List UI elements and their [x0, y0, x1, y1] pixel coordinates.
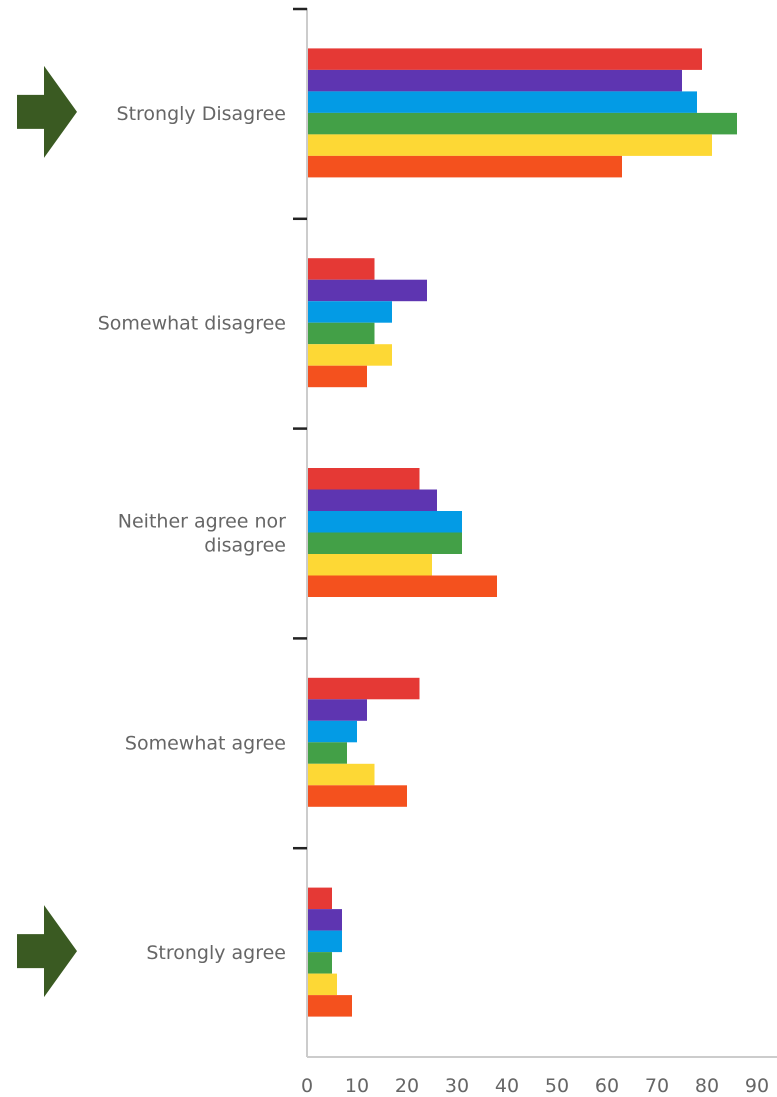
annotation-arrows: [17, 65, 77, 998]
x-tick-label-30: 30: [445, 1075, 469, 1097]
bar-somewhat-disagree-series-1: [308, 258, 375, 280]
bar-somewhat-agree-series-4: [308, 742, 347, 764]
x-tick-label-60: 60: [595, 1075, 619, 1097]
bar-neither-agree-nor-disagree-series-2: [308, 489, 437, 511]
x-tick-label-20: 20: [395, 1075, 419, 1097]
bar-strongly-agree-series-1: [308, 887, 332, 910]
bar-neither-agree-nor-disagree-series-1: [308, 468, 420, 490]
bar-somewhat-agree-series-5: [308, 763, 375, 786]
bar-strongly-agree-series-3: [308, 930, 342, 953]
bar-somewhat-agree-series-3: [308, 720, 357, 743]
bar-strongly-agree-series-2: [308, 909, 342, 931]
category-label-somewhat-agree: Somewhat agree: [125, 732, 286, 754]
bar-strongly-disagree-series-4: [308, 112, 737, 135]
bar-neither-agree-nor-disagree-series-5: [308, 554, 432, 576]
bar-somewhat-disagree-series-2: [308, 279, 427, 302]
axes-group: [293, 7, 777, 1058]
bar-neither-agree-nor-disagree-series-6: [308, 575, 497, 597]
x-tick-labels: 0 10 20 30 40 50 60 70 80 90: [301, 1075, 769, 1097]
bar-strongly-disagree-series-3: [308, 91, 697, 113]
bar-strongly-disagree-series-1: [308, 48, 702, 70]
bar-somewhat-agree-series-6: [308, 785, 407, 807]
x-tick-label-10: 10: [345, 1075, 369, 1097]
bar-somewhat-disagree-series-5: [308, 344, 392, 366]
bar-neither-agree-nor-disagree-series-4: [308, 532, 462, 554]
x-tick-label-80: 80: [695, 1075, 719, 1097]
bar-somewhat-disagree-series-4: [308, 322, 375, 345]
bar-strongly-agree-series-6: [308, 995, 352, 1017]
category-label-somewhat-disagree: Somewhat disagree: [98, 313, 286, 335]
bar-somewhat-agree-series-1: [308, 677, 420, 700]
arrow-right-icon: [17, 905, 77, 998]
bar-somewhat-agree-series-2: [308, 699, 367, 721]
x-tick-label-90: 90: [745, 1075, 769, 1097]
bars-group: [308, 48, 737, 1017]
category-label-neither-agree-nor-disagree: Neither agree nor disagree: [118, 511, 286, 557]
bar-strongly-agree-series-4: [308, 952, 332, 974]
category-label-strongly-disagree: Strongly Disagree: [117, 103, 286, 125]
x-tick-label-50: 50: [545, 1075, 569, 1097]
bar-somewhat-disagree-series-6: [308, 365, 367, 388]
bar-strongly-disagree-series-2: [308, 69, 682, 92]
bar-strongly-disagree-series-5: [308, 134, 712, 156]
x-tick-label-40: 40: [495, 1075, 519, 1097]
x-tick-label-70: 70: [645, 1075, 669, 1097]
bar-strongly-agree-series-5: [308, 973, 337, 996]
bar-strongly-disagree-series-6: [308, 155, 622, 178]
x-tick-label-0: 0: [301, 1075, 313, 1097]
category-labels: Strongly Disagree Somewhat disagree Neithe…: [98, 103, 286, 964]
arrow-right-icon: [17, 65, 77, 158]
bar-somewhat-disagree-series-3: [308, 301, 392, 323]
category-label-strongly-agree: Strongly agree: [146, 942, 286, 964]
bar-neither-agree-nor-disagree-series-3: [308, 511, 462, 533]
